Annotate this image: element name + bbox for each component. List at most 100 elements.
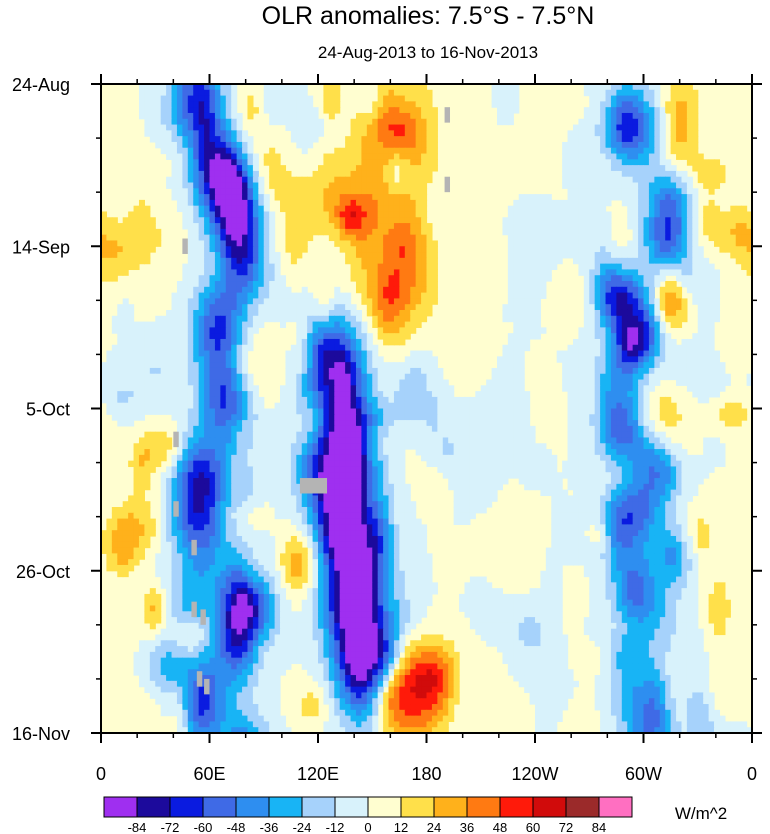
heatmap-cell: [621, 130, 628, 137]
heatmap-cell: [610, 147, 617, 155]
heatmap-cell: [377, 141, 384, 149]
heatmap-cell: [101, 379, 108, 386]
heatmap-cell: [296, 124, 303, 131]
heatmap-cell: [410, 112, 417, 120]
heatmap-cell: [627, 344, 634, 352]
heatmap-cell: [231, 309, 238, 317]
heatmap-cell: [556, 252, 563, 259]
heatmap-cell: [204, 373, 211, 381]
heatmap-cell: [388, 101, 395, 108]
heatmap-cell: [209, 333, 216, 340]
heatmap-cell: [258, 396, 265, 404]
heatmap-cell: [252, 431, 259, 439]
heatmap-cell: [529, 199, 536, 207]
heatmap-cell: [106, 391, 113, 398]
heatmap-cell: [513, 205, 520, 213]
heatmap-cell: [204, 292, 211, 299]
heatmap-cell: [334, 170, 341, 178]
heatmap-cell: [399, 304, 406, 311]
heatmap-cell: [290, 391, 297, 398]
heatmap-cell: [589, 147, 596, 155]
heatmap-cell: [708, 304, 715, 311]
heatmap-cell: [269, 414, 276, 421]
heatmap-cell: [621, 84, 628, 91]
heatmap-cell: [377, 205, 384, 213]
heatmap-cell: [399, 205, 406, 213]
heatmap-cell: [149, 362, 156, 369]
heatmap-cell: [410, 292, 417, 299]
heatmap-cell: [242, 344, 249, 352]
heatmap-cell: [724, 234, 731, 242]
heatmap-cell: [138, 350, 145, 357]
heatmap-cell: [247, 437, 254, 444]
heatmap-cell: [252, 182, 259, 189]
heatmap-cell: [225, 153, 232, 160]
heatmap-cell: [654, 350, 661, 357]
heatmap-cell: [399, 130, 406, 137]
heatmap-cell: [442, 379, 449, 386]
heatmap-cell: [377, 286, 384, 294]
heatmap-cell: [377, 257, 384, 265]
heatmap-cell: [182, 101, 189, 108]
heatmap-cell: [703, 373, 710, 381]
heatmap-cell: [334, 367, 341, 375]
heatmap-cell: [122, 217, 129, 224]
heatmap-cell: [198, 391, 205, 398]
heatmap-cell: [676, 199, 683, 207]
heatmap-cell: [377, 367, 384, 375]
heatmap-cell: [149, 408, 156, 415]
heatmap-cell: [502, 84, 509, 91]
heatmap-cell: [263, 84, 270, 91]
heatmap-cell: [290, 304, 297, 311]
heatmap-cell: [209, 379, 216, 386]
heatmap-cell: [383, 443, 390, 450]
heatmap-cell: [459, 420, 466, 427]
heatmap-cell: [220, 367, 227, 375]
heatmap-cell: [355, 112, 362, 120]
heatmap-cell: [214, 437, 221, 444]
heatmap-cell: [312, 350, 319, 357]
heatmap-cell: [605, 118, 612, 126]
heatmap-cell: [616, 107, 623, 114]
heatmap-cell: [518, 373, 525, 381]
heatmap-cell: [491, 84, 498, 91]
heatmap-cell: [372, 269, 379, 276]
heatmap-cell: [236, 223, 243, 230]
heatmap-cell: [697, 153, 704, 160]
heatmap-cell: [323, 199, 330, 207]
heatmap-cell: [643, 194, 650, 201]
heatmap-cell: [225, 263, 232, 271]
heatmap-cell: [616, 431, 623, 439]
heatmap-cell: [323, 223, 330, 230]
heatmap-cell: [377, 107, 384, 114]
heatmap-cell: [377, 101, 384, 108]
heatmap-cell: [692, 385, 699, 392]
heatmap-cell: [176, 431, 183, 439]
heatmap-cell: [562, 385, 569, 392]
heatmap-cell: [703, 257, 710, 265]
heatmap-cell: [361, 367, 368, 375]
heatmap-cell: [350, 396, 357, 404]
heatmap-cell: [572, 240, 579, 247]
heatmap-cell: [399, 176, 406, 184]
heatmap-cell: [567, 199, 574, 207]
heatmap-cell: [361, 408, 368, 415]
heatmap-cell: [448, 420, 455, 427]
heatmap-cell: [638, 194, 645, 201]
heatmap-cell: [594, 275, 601, 282]
heatmap-cell: [659, 257, 666, 265]
heatmap-cell: [610, 136, 617, 143]
heatmap-cell: [426, 153, 433, 160]
heatmap-cell: [399, 391, 406, 398]
heatmap-cell: [269, 408, 276, 415]
heatmap-cell: [263, 269, 270, 276]
heatmap-cell: [101, 362, 108, 369]
heatmap-cell: [155, 431, 162, 439]
heatmap-cell: [334, 240, 341, 247]
heatmap-cell: [242, 130, 249, 137]
heatmap-cell: [198, 130, 205, 137]
heatmap-cell: [345, 194, 352, 201]
heatmap-cell: [231, 327, 238, 334]
heatmap-cell: [388, 437, 395, 444]
heatmap-cell: [556, 350, 563, 357]
